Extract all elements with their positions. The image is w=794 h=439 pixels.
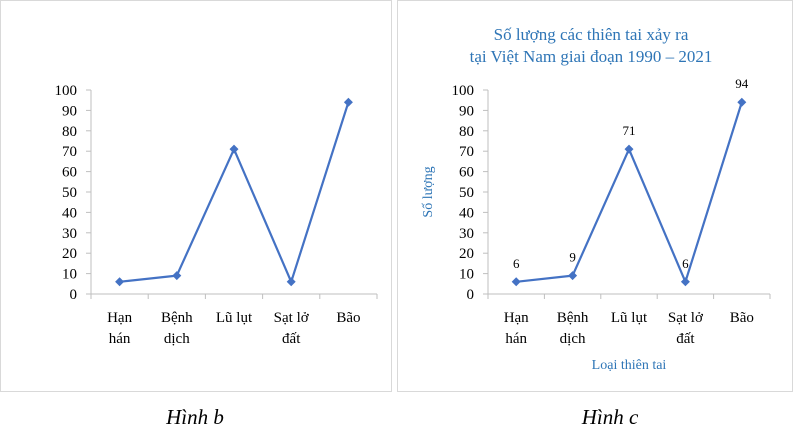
y-tick-label: 100 — [452, 83, 475, 99]
y-tick-label: 30 — [62, 226, 77, 242]
y-tick-label: 80 — [459, 124, 474, 140]
data-point-marker — [511, 277, 521, 287]
y-tick-label: 0 — [70, 287, 78, 303]
line-chart-b: 0 10 20 30 40 50 60 70 80 90 100 Hạn hán Bệnh dịch Lũ l… — [55, 83, 378, 347]
data-point-marker — [343, 97, 353, 107]
y-axis-title: Số lượng — [421, 166, 436, 217]
y-tick-label: 50 — [459, 185, 474, 201]
x-category-label: Lũ lụt — [611, 310, 648, 326]
data-point-marker — [172, 271, 182, 281]
data-label: 6 — [682, 256, 689, 271]
data-point-marker — [286, 277, 296, 287]
y-tick-label: 70 — [62, 144, 77, 160]
data-point-marker — [115, 277, 125, 287]
data-point-marker — [737, 97, 747, 107]
data-point-marker — [680, 277, 690, 287]
y-tick-label: 0 — [467, 287, 475, 303]
x-category-label: dịch — [560, 331, 586, 347]
y-tick-label: 40 — [62, 205, 77, 221]
x-category-label: Sạt lở — [668, 310, 704, 326]
y-tick-label: 10 — [459, 267, 474, 283]
x-axis-title: Loại thiên tai — [592, 358, 667, 373]
x-category-label: hán — [109, 331, 131, 347]
figure-caption-c: Hình c — [581, 405, 639, 429]
data-point-marker — [624, 144, 634, 154]
chart-title-line: tại Việt Nam giai đoạn 1990 – 2021 — [470, 47, 713, 66]
data-label: 9 — [569, 250, 576, 265]
data-label: 71 — [623, 123, 636, 138]
y-tick-label: 30 — [459, 226, 474, 242]
x-category-label: đất — [676, 331, 695, 347]
x-category-label: đất — [282, 331, 301, 347]
data-label: 94 — [735, 76, 749, 91]
series-line — [119, 101, 350, 283]
y-tick-label: 70 — [459, 144, 474, 160]
chart-title-line: Số lượng các thiên tai xảy ra — [494, 25, 689, 44]
y-tick-label: 50 — [62, 185, 77, 201]
y-tick-label: 90 — [459, 103, 474, 119]
y-tick-label: 40 — [459, 205, 474, 221]
y-tick-label: 20 — [459, 246, 474, 262]
x-category-label: Bệnh — [557, 310, 589, 326]
chart-panel-b: 0 10 20 30 40 50 60 70 80 90 100 Hạn hán Bệnh dịch Lũ l… — [0, 0, 392, 392]
data-point-marker — [568, 271, 578, 281]
x-category-label: Sạt lở — [274, 310, 310, 326]
x-category-label: Hạn — [504, 310, 529, 326]
x-category-label: Hạn — [107, 310, 132, 326]
line-chart-c: Số lượng các thiên tai xảy ra tại Việt Na… — [421, 25, 771, 373]
x-category-label: dịch — [164, 331, 190, 347]
y-tick-label: 80 — [62, 124, 77, 140]
x-category-label: hán — [505, 331, 527, 347]
chart-panel-c: Số lượng các thiên tai xảy ra tại Việt Na… — [397, 0, 793, 392]
y-tick-label: 60 — [62, 165, 77, 181]
data-point-marker — [229, 144, 239, 154]
x-category-label: Bệnh — [161, 310, 193, 326]
data-label: 6 — [513, 256, 520, 271]
y-tick-label: 60 — [459, 165, 474, 181]
y-tick-label: 90 — [62, 103, 77, 119]
y-tick-label: 20 — [62, 246, 77, 262]
y-tick-label: 10 — [62, 267, 77, 283]
x-category-label: Bão — [730, 310, 754, 326]
x-category-label: Lũ lụt — [216, 310, 253, 326]
x-category-label: Bão — [336, 310, 360, 326]
figure-caption-b: Hình b — [166, 405, 224, 429]
y-tick-label: 100 — [55, 83, 78, 99]
